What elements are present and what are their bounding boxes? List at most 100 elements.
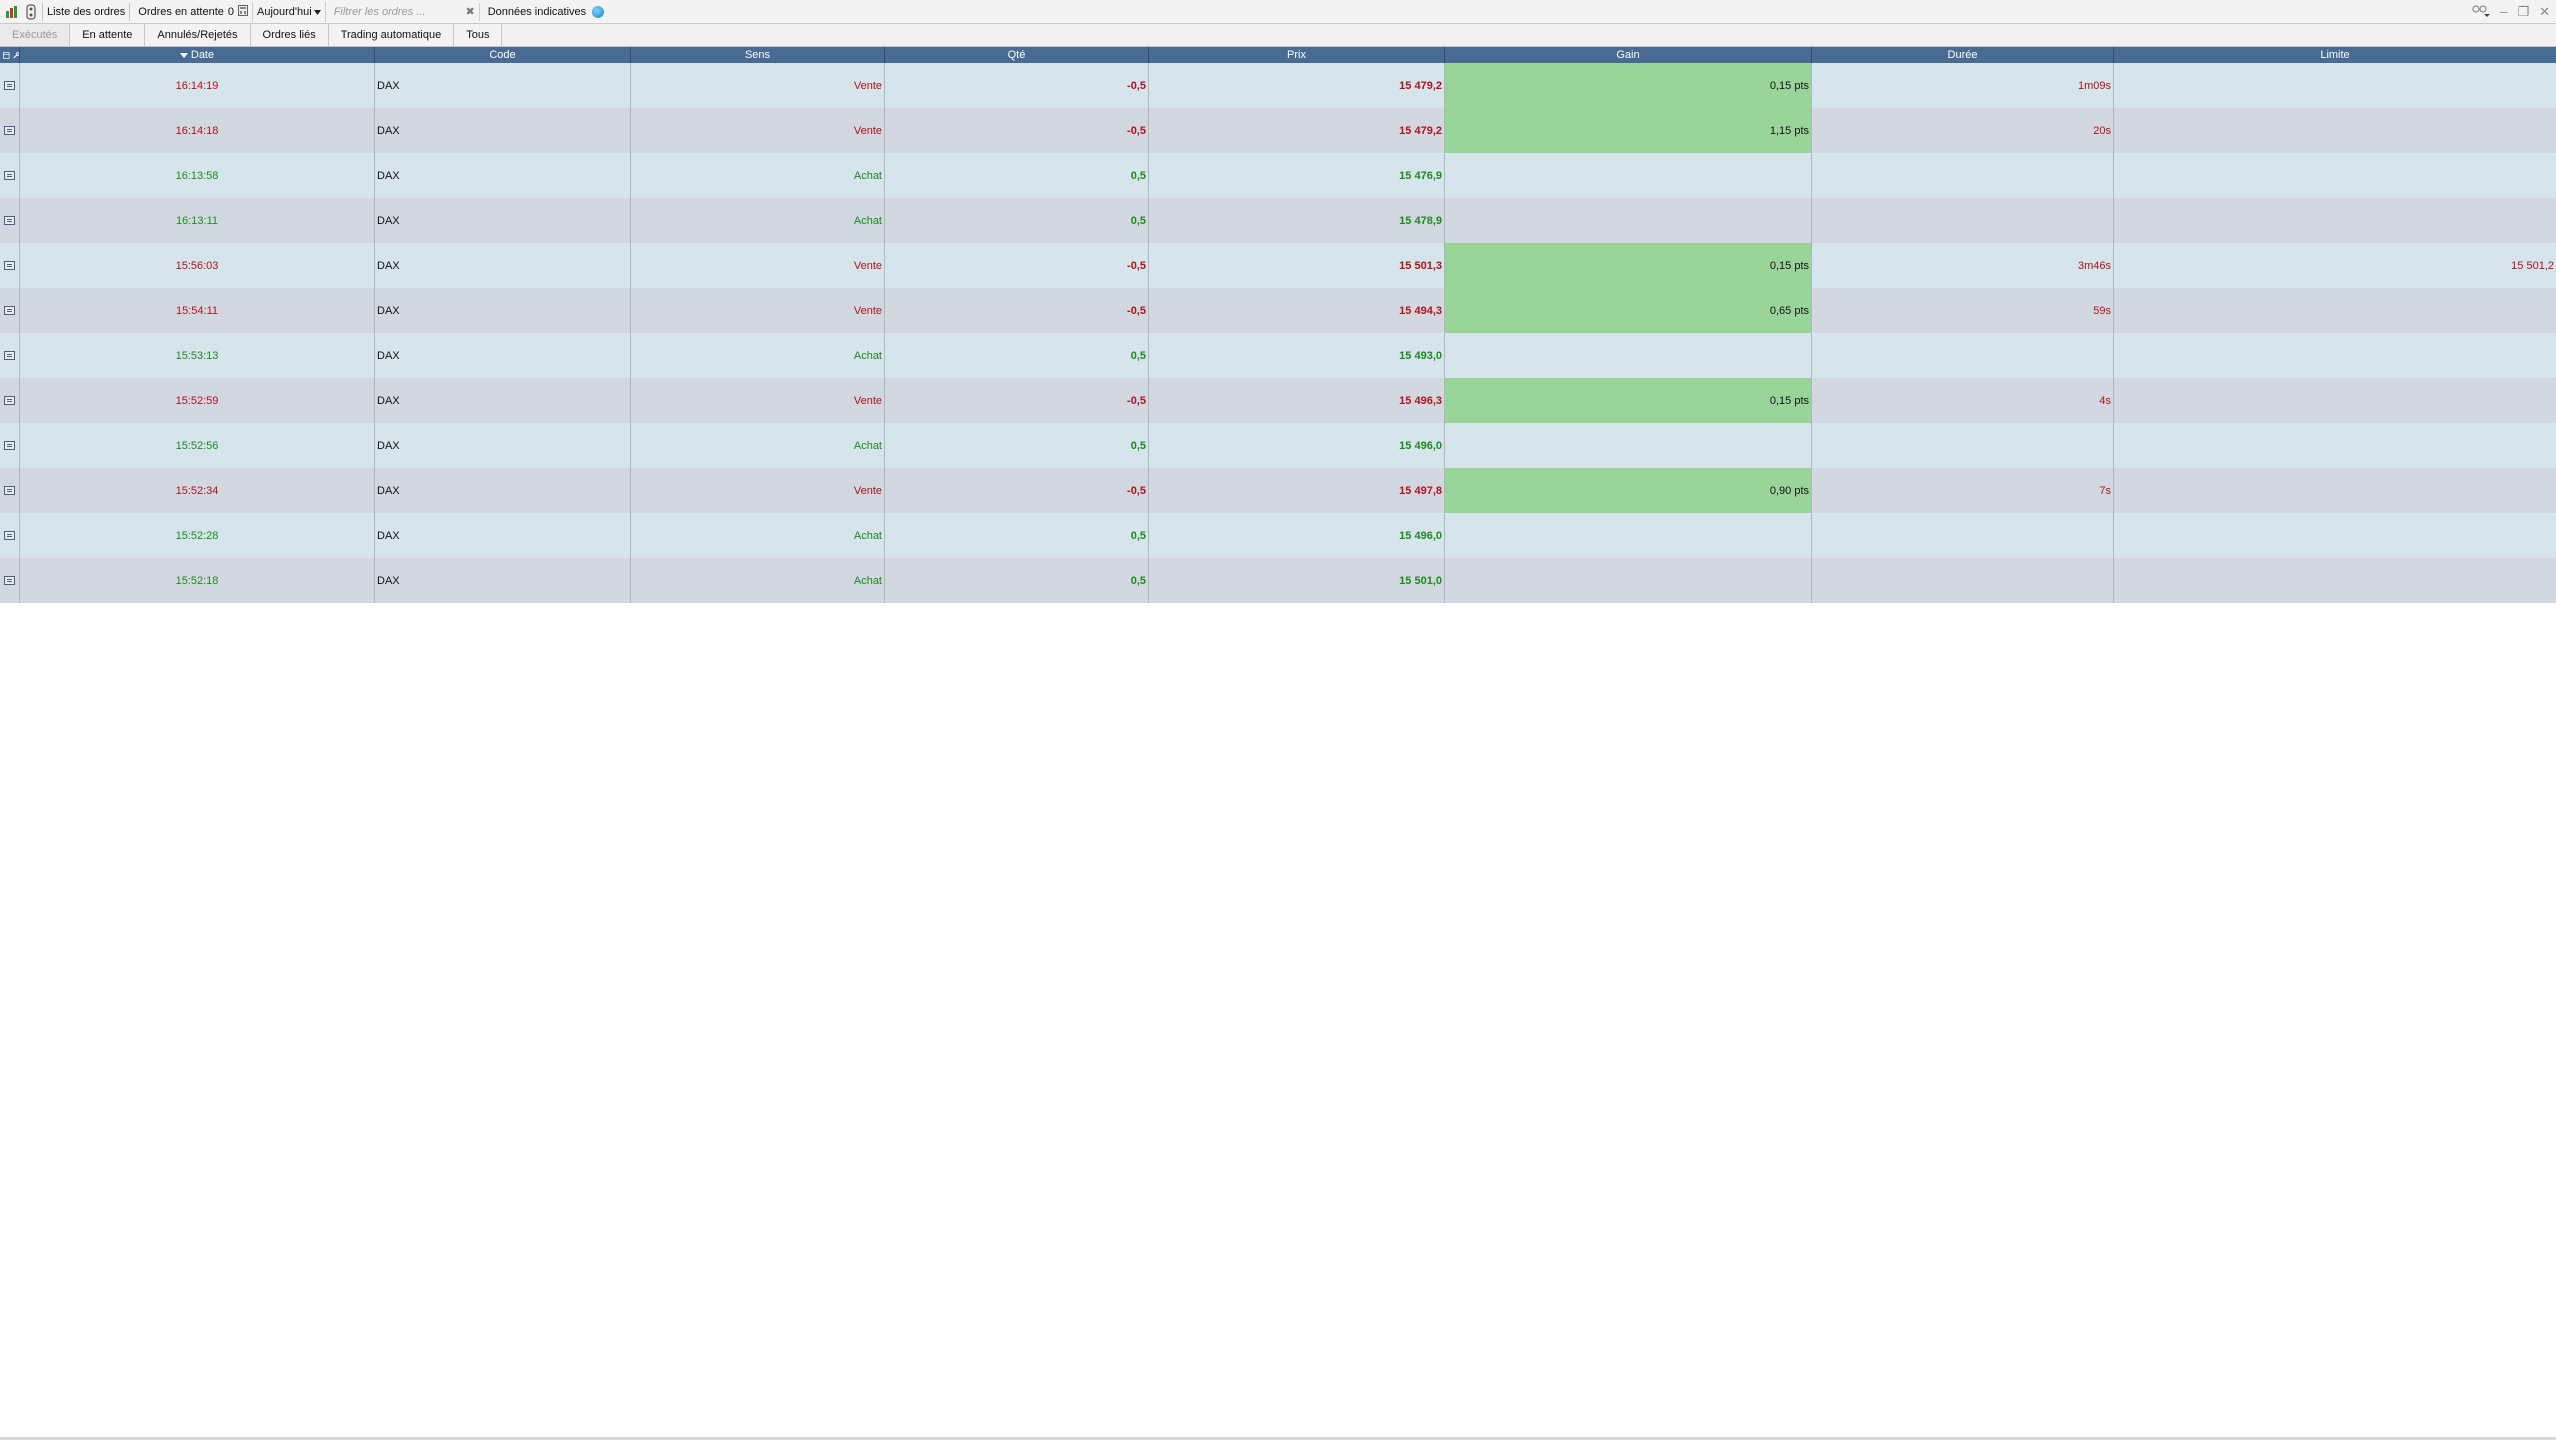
cell-sens: Achat — [631, 513, 885, 558]
tab-3[interactable]: Ordres liés — [250, 24, 329, 46]
row-details-cell[interactable] — [0, 198, 20, 243]
row-details-cell[interactable] — [0, 513, 20, 558]
order-details-icon[interactable] — [4, 396, 15, 405]
filter-orders-input[interactable]: Filtrer les ordres ... ✖ — [330, 2, 480, 21]
cell-sens: Achat — [631, 333, 885, 378]
period-value: Aujourd'hui — [257, 5, 312, 18]
link-icon[interactable] — [2472, 3, 2491, 20]
pending-orders-button[interactable]: Ordres en attente 0 — [134, 1, 253, 22]
calculator-icon[interactable] — [238, 4, 248, 19]
cell-gain: 0,90 pts — [1445, 468, 1812, 513]
row-details-cell[interactable] — [0, 558, 20, 603]
tab-0[interactable]: Exécutés — [0, 24, 71, 46]
order-list-icon[interactable] — [5, 4, 19, 20]
row-details-cell[interactable] — [0, 288, 20, 333]
cell-duree: 7s — [1812, 468, 2114, 513]
wrench-icon[interactable] — [12, 51, 20, 60]
tab-4[interactable]: Trading automatique — [328, 24, 455, 46]
tab-2[interactable]: Annulés/Rejetés — [145, 24, 251, 46]
cell-prix: 15 496,0 — [1149, 513, 1445, 558]
cell-date: 16:14:18 — [20, 108, 375, 153]
settings-icon[interactable] — [24, 3, 38, 20]
cell-limite — [2114, 288, 2556, 333]
order-details-icon[interactable] — [4, 126, 15, 135]
cell-gain: 0,15 pts — [1445, 63, 1812, 108]
cell-prix: 15 478,9 — [1149, 198, 1445, 243]
row-details-cell[interactable] — [0, 378, 20, 423]
cell-code: DAX — [375, 63, 631, 108]
order-details-icon[interactable] — [4, 486, 15, 495]
cell-gain — [1445, 558, 1812, 603]
column-label-qte: Qté — [1007, 49, 1026, 61]
column-header-prix[interactable]: Prix — [1149, 47, 1445, 63]
row-details-cell[interactable] — [0, 153, 20, 198]
row-details-cell[interactable] — [0, 63, 20, 108]
cell-date: 16:13:11 — [20, 198, 375, 243]
column-header-gain[interactable]: Gain — [1445, 47, 1812, 63]
cell-qte: 0,5 — [885, 153, 1149, 198]
table-row[interactable]: 15:52:56 DAX Achat 0,5 15 496,0 — [0, 423, 2556, 468]
order-details-icon[interactable] — [4, 351, 15, 360]
toolbar-divider — [129, 2, 131, 21]
clear-filter-icon[interactable]: ✖ — [465, 6, 475, 18]
row-details-cell[interactable] — [0, 108, 20, 153]
column-header-duree[interactable]: Durée — [1812, 47, 2114, 63]
tab-5[interactable]: Tous — [454, 24, 503, 46]
table-row[interactable]: 15:54:11 DAX Vente -0,5 15 494,3 0,65 pts 59s — [0, 288, 2556, 333]
column-label-sens: Sens — [744, 49, 771, 61]
row-details-cell[interactable] — [0, 243, 20, 288]
table-row[interactable]: 15:56:03 DAX Vente -0,5 15 501,3 0,15 pts 3m46… — [0, 243, 2556, 288]
cell-limite — [2114, 378, 2556, 423]
order-details-icon[interactable] — [4, 531, 15, 540]
cell-prix: 15 479,2 — [1149, 63, 1445, 108]
table-row[interactable]: 16:13:58 DAX Achat 0,5 15 476,9 — [0, 153, 2556, 198]
order-details-icon[interactable] — [4, 441, 15, 450]
cell-qte: 0,5 — [885, 558, 1149, 603]
close-icon[interactable]: ✕ — [2539, 3, 2550, 19]
window-controls: – ❐ ✕ — [2472, 3, 2550, 20]
cell-duree — [1812, 153, 2114, 198]
table-row[interactable]: 15:52:59 DAX Vente -0,5 15 496,3 0,15 pts 4s — [0, 378, 2556, 423]
column-options-header[interactable] — [0, 47, 20, 63]
table-row[interactable]: 15:52:18 DAX Achat 0,5 15 501,0 — [0, 558, 2556, 603]
order-details-icon[interactable] — [4, 81, 15, 90]
column-header-code[interactable]: Code — [375, 47, 631, 63]
restore-icon[interactable]: ❐ — [2517, 3, 2530, 19]
row-details-cell[interactable] — [0, 468, 20, 513]
cell-gain: 0,15 pts — [1445, 378, 1812, 423]
cell-duree: 4s — [1812, 378, 2114, 423]
cell-gain: 1,15 pts — [1445, 108, 1812, 153]
cell-sens: Achat — [631, 198, 885, 243]
column-header-sens[interactable]: Sens — [631, 47, 885, 63]
cell-sens: Achat — [631, 423, 885, 468]
cell-qte: -0,5 — [885, 63, 1149, 108]
table-row[interactable]: 15:52:28 DAX Achat 0,5 15 496,0 — [0, 513, 2556, 558]
row-details-cell[interactable] — [0, 423, 20, 468]
minimize-icon[interactable]: – — [2500, 4, 2508, 19]
row-details-cell[interactable] — [0, 333, 20, 378]
cell-gain — [1445, 153, 1812, 198]
cell-qte: 0,5 — [885, 513, 1149, 558]
tab-1[interactable]: En attente — [70, 24, 146, 46]
column-header-limite[interactable]: Limite — [2114, 47, 2556, 63]
cell-limite — [2114, 423, 2556, 468]
globe-icon[interactable] — [592, 5, 605, 18]
table-row[interactable]: 16:14:19 DAX Vente -0,5 15 479,2 0,15 pts 1m09… — [0, 63, 2556, 108]
cell-gain: 0,65 pts — [1445, 288, 1812, 333]
cell-duree: 20s — [1812, 108, 2114, 153]
cell-gain — [1445, 333, 1812, 378]
column-header-date[interactable]: Date — [20, 47, 375, 63]
table-row[interactable]: 16:13:11 DAX Achat 0,5 15 478,9 — [0, 198, 2556, 243]
period-dropdown[interactable]: Aujourd'hui — [253, 1, 326, 22]
table-row[interactable]: 16:14:18 DAX Vente -0,5 15 479,2 1,15 pts 20s — [0, 108, 2556, 153]
order-details-icon[interactable] — [4, 306, 15, 315]
columns-icon[interactable] — [3, 51, 10, 60]
order-details-icon[interactable] — [4, 216, 15, 225]
order-details-icon[interactable] — [4, 576, 15, 585]
table-row[interactable]: 15:52:34 DAX Vente -0,5 15 497,8 0,90 pts 7s — [0, 468, 2556, 513]
cell-prix: 15 496,0 — [1149, 423, 1445, 468]
order-details-icon[interactable] — [4, 261, 15, 270]
column-header-qte[interactable]: Qté — [885, 47, 1149, 63]
table-row[interactable]: 15:53:13 DAX Achat 0,5 15 493,0 — [0, 333, 2556, 378]
order-details-icon[interactable] — [4, 171, 15, 180]
